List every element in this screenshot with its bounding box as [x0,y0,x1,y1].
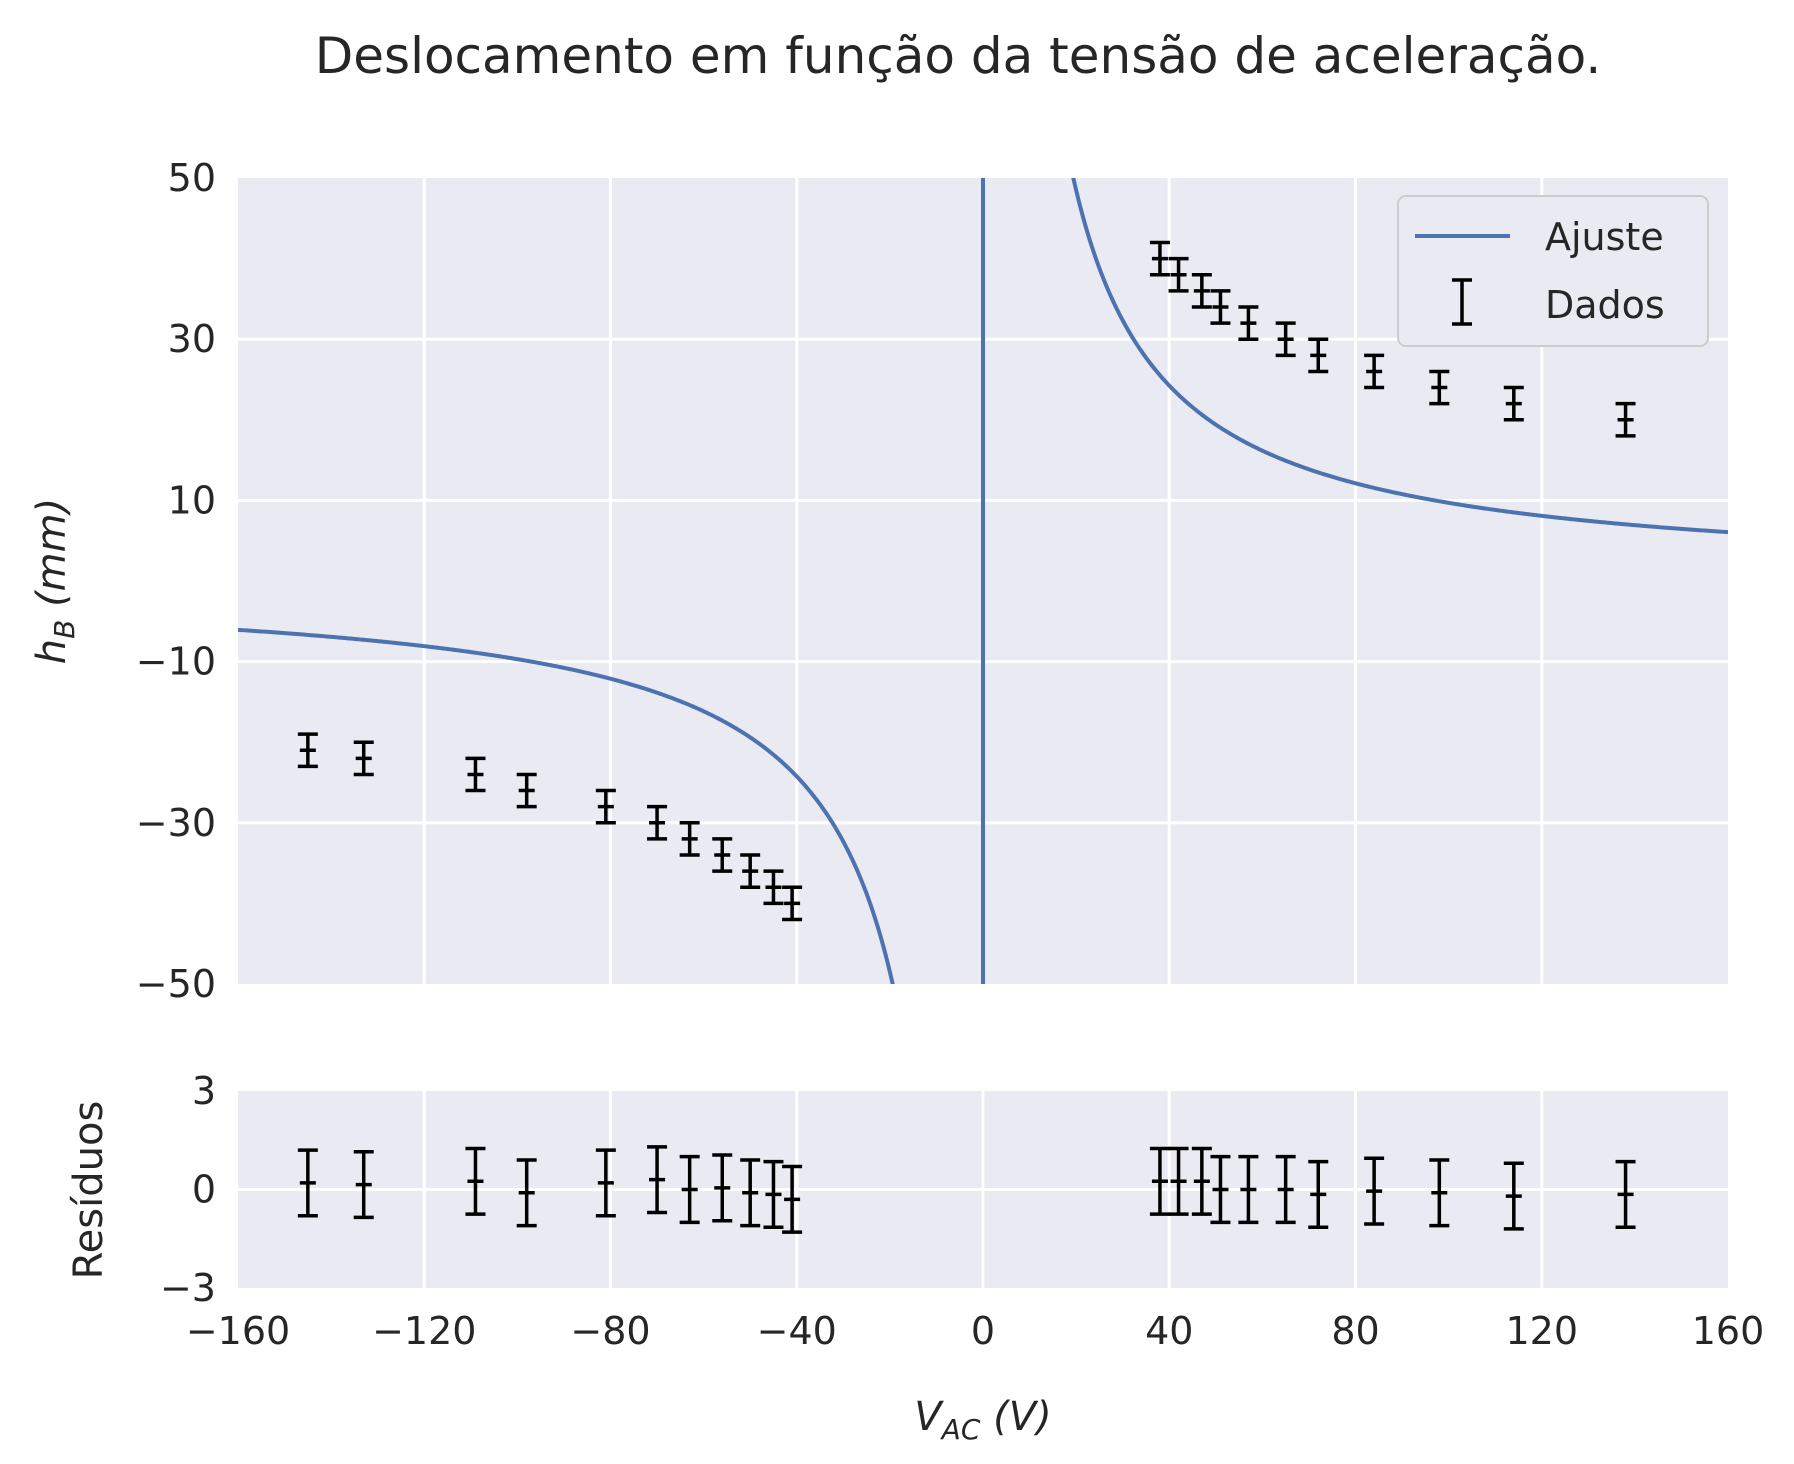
legend-box [1397,195,1709,347]
data-point [740,853,761,890]
main-y-tick-label: −30 [136,801,216,845]
main-y-tick-label: −10 [136,640,216,684]
data-point [353,740,374,777]
fit-curve [238,178,1728,984]
main-y-axis-label-unit: (mm) [29,498,75,620]
x-tick-labels: −160 −120 −80 −40 0 40 80 120 160 [186,1309,1764,1353]
data-point [712,837,733,873]
data-point [1238,305,1259,341]
residual-point [1615,1159,1636,1230]
x-axis-label: VAC (V) [914,1394,1051,1446]
x-tick-label: 0 [971,1309,995,1353]
residual-point [740,1158,761,1228]
residual-point [1503,1161,1524,1231]
data-point [595,788,616,825]
residuals-y-tick-label: 0 [192,1168,216,1212]
data-points [297,240,1636,922]
residuals-y-tick-label: −3 [160,1266,216,1310]
x-tick-label: 40 [1145,1309,1193,1353]
data-point [297,732,318,769]
legend-fit-label: Ajuste [1545,215,1664,259]
fit-curve-negative [238,627,895,984]
main-y-tick-label: 10 [168,478,216,522]
data-point [782,885,803,922]
residual-point [1191,1146,1212,1216]
chart-title: Deslocamento em função da tensão de acel… [315,27,1602,85]
residuals-y-tick-labels: −3 0 3 [160,1069,216,1310]
legend: Ajuste Dados [1397,195,1709,347]
residual-point [1210,1154,1231,1225]
data-point [1364,353,1385,390]
residual-points [297,1145,1636,1234]
data-point [1503,385,1524,422]
residuals-grid [238,1091,1728,1288]
residual-point [1364,1156,1385,1226]
data-point [516,772,537,809]
x-tick-label: 80 [1331,1309,1379,1353]
x-axis-label-unit: (V) [980,1394,1051,1440]
x-tick-label: 160 [1692,1309,1765,1353]
residual-point [1238,1154,1259,1225]
residual-point [1308,1159,1329,1230]
x-tick-label: 120 [1505,1309,1578,1353]
legend-data-label: Dados [1545,283,1665,327]
x-tick-label: −120 [372,1309,476,1353]
residual-point [1168,1146,1189,1216]
data-point [1429,369,1450,406]
data-point [763,869,784,906]
main-y-axis-label-symbol: h [29,639,75,664]
main-y-tick-label: 30 [168,317,216,361]
x-axis-label-symbol: V [914,1394,944,1440]
data-point [1149,240,1170,277]
data-point [465,756,486,793]
main-y-tick-label: 50 [168,156,216,200]
data-point [1191,272,1212,309]
x-tick-label: −160 [186,1309,290,1353]
residual-point [763,1159,784,1230]
x-tick-label: −80 [570,1309,650,1353]
main-y-axis-label: hB (mm) [29,498,81,664]
main-y-tick-labels: −50 −30 −10 10 30 50 [136,156,216,1006]
data-point [1308,337,1329,374]
data-point [679,821,700,857]
residuals-y-tick-label: 3 [192,1069,216,1113]
residual-point [647,1145,668,1215]
data-point [1275,321,1296,358]
residual-point [353,1149,374,1220]
main-y-tick-label: −50 [136,962,216,1006]
residual-point [297,1148,318,1218]
data-point [1168,256,1189,293]
residual-point [712,1153,733,1223]
residual-point [1149,1146,1170,1216]
fit-curve-positive [1071,178,1728,535]
residual-point [1275,1154,1296,1225]
residual-point [516,1158,537,1228]
data-point [1615,401,1636,438]
residual-point [782,1164,803,1234]
residual-point [465,1146,486,1216]
data-point [1210,289,1231,325]
residual-point [595,1148,616,1218]
residuals-y-axis-label: Resíduos [66,1101,112,1280]
x-tick-label: −40 [757,1309,837,1353]
data-point [647,804,668,841]
x-axis-label-subscript: AC [940,1413,981,1446]
residual-point [679,1154,700,1225]
residual-point [1429,1158,1450,1228]
main-y-axis-label-subscript: B [48,620,81,639]
